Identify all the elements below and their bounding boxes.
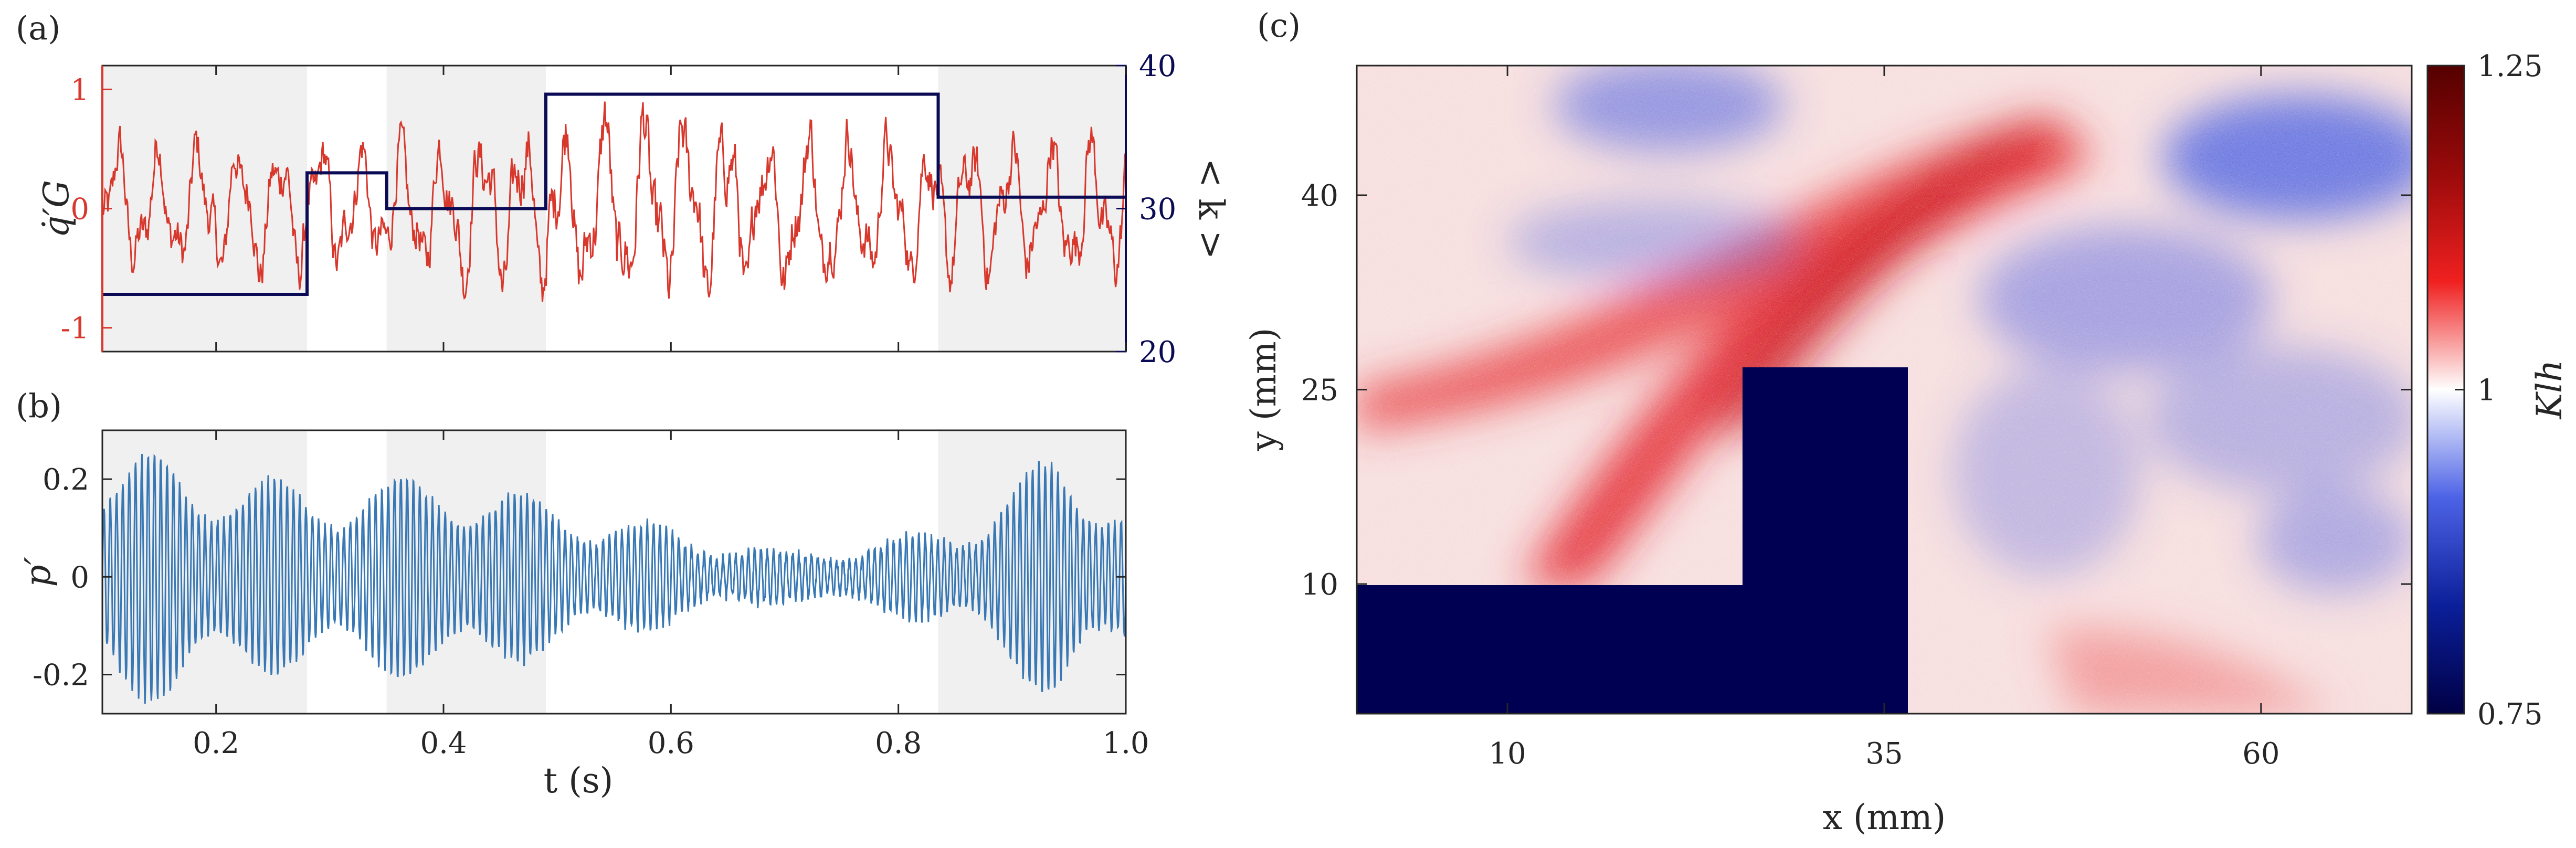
shaded-interval [938,66,1126,352]
tick-label-left: 0 [70,193,89,227]
tick-label: 60 [2242,737,2279,771]
tick-label: 0.8 [875,726,922,760]
tick-label: 0 [70,560,89,595]
tick-label-right: 30 [1139,193,1176,227]
panel-c-xlabel: x (mm) [1823,797,1946,838]
tick-label: 0.2 [43,463,89,497]
panel-b-ylabel: p′ [18,557,58,587]
tick-label: 10 [1301,568,1338,602]
heat-release-line [102,101,1126,302]
panel-a-left-ylabel: q̇′G [36,180,77,238]
panel-label-c: (c) [1257,6,1301,45]
panel-c: 10 35 60 10 25 40 x (mm) y (mm) 0.75 1 1.25 Klh [1243,49,2570,838]
panel-a-ticks: -1 0 1 20 30 40 [60,49,1176,369]
panel-b-ticks: -0.2 0 0.2 0.2 0.4 0.6 0.8 1.0 [33,430,1149,760]
tick-label: 40 [1301,179,1338,213]
obstacle-mask [1357,367,1908,714]
panel-label-b: (b) [16,387,62,425]
tick-label: 0.4 [420,726,467,760]
panel-a: -1 0 1 20 30 40 q̇′G < k > [36,49,1231,369]
tick-label: 25 [1301,374,1338,408]
panel-b-xlabel: t (s) [544,760,614,801]
panel-c-ticks: 10 35 60 10 25 40 [1301,66,2412,771]
tick-label-right: 40 [1139,49,1176,83]
panel-label-a: (a) [16,9,60,47]
panel-b-frame [101,429,1127,715]
panel-a-right-ylabel: < k > [1191,158,1231,260]
panel-c-ylabel: y (mm) [1243,328,1284,452]
panel-b: -0.2 0 0.2 0.2 0.4 0.6 0.8 1.0 p′ t (s) [18,429,1149,801]
colorbar-label: Klh [2529,360,2570,420]
colorbar-tick-label: 0.75 [2477,697,2543,732]
panel-a-heat-release-series [102,101,1126,302]
tick-label: 10 [1489,737,1526,771]
colorbar-tick-label: 1 [2477,374,2496,408]
tick-label: 0.2 [193,726,239,760]
tick-label: 0.6 [648,726,694,760]
tick-label: 1.0 [1102,726,1149,760]
mean-k-step-line [102,92,1126,296]
shaded-interval [102,66,307,352]
panel-c-heatmap-area [1357,66,2412,714]
panel-a-mean-k-series [102,92,1126,296]
colorbar-ticks: 0.75 1 1.25 [2455,49,2543,732]
tick-label-left: -1 [60,312,89,346]
panel-b-pressure-series [102,453,1126,704]
tick-label: 35 [1865,737,1903,771]
colorbar-tick-label: 1.25 [2477,49,2543,83]
pressure-line [102,453,1126,704]
tick-label-left: 1 [70,73,89,107]
tick-label: -0.2 [33,659,89,693]
tick-label-right: 20 [1139,335,1176,369]
